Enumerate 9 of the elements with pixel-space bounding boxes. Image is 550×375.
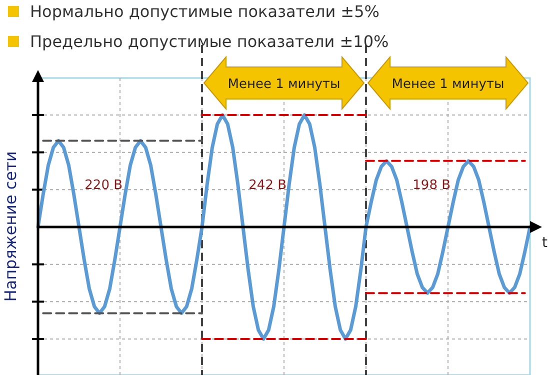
annotation: 220 В bbox=[84, 178, 123, 193]
annotation: 198 В bbox=[412, 178, 451, 193]
text: Нормально допустимые показатели ±5% bbox=[30, 2, 380, 21]
annotation: 242 В bbox=[248, 178, 287, 193]
text: Менее 1 минуты bbox=[228, 77, 340, 92]
y-axis-title: Напряжение сети bbox=[1, 151, 20, 302]
text: Менее 1 минуты bbox=[392, 77, 504, 92]
x-axis-title: t bbox=[542, 235, 548, 251]
text: Предельно допустимые показатели ±10% bbox=[30, 32, 389, 51]
